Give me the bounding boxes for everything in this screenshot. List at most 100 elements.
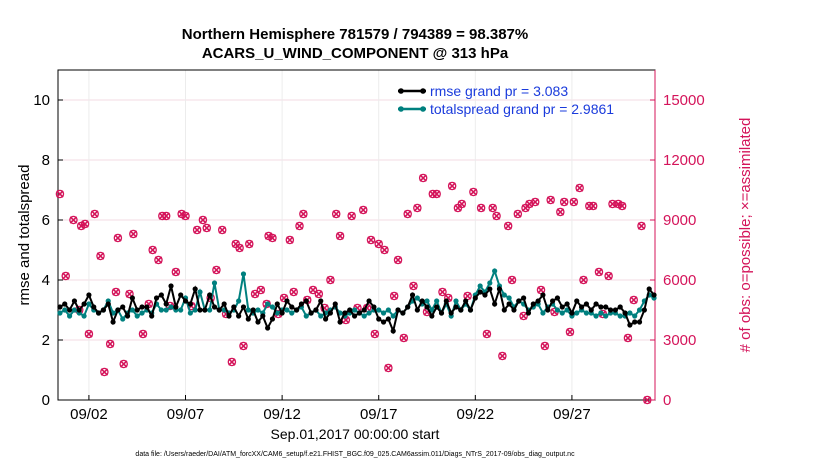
rmse-point: [313, 307, 319, 313]
obs-possible-marker: [80, 219, 90, 229]
y-tick-label: 6: [42, 212, 50, 229]
chart-title: Northern Hemisphere 781579 / 794389 = 98…: [181, 26, 529, 43]
obs-possible-marker: [279, 293, 289, 303]
obs-assimilated-marker: [367, 236, 375, 244]
rmse-point: [216, 307, 222, 313]
obs-possible-marker: [374, 239, 383, 249]
rmse-point: [564, 301, 570, 307]
obs-assimilated-marker: [595, 268, 603, 276]
obs-assimilated-marker: [469, 188, 478, 196]
obs-assimilated-marker: [129, 230, 138, 238]
x-tick-label: 09/17: [360, 406, 398, 423]
totalspread-point: [434, 298, 440, 304]
obs-assimilated-marker: [519, 312, 528, 320]
rmse-point: [100, 307, 107, 313]
totalspread-point: [627, 310, 633, 316]
x-tick-label: 09/27: [553, 406, 591, 423]
rmse-point: [467, 307, 474, 313]
obs-possible-marker: [370, 329, 380, 339]
totalspread-point: [318, 313, 324, 319]
obs-possible-marker: [469, 187, 478, 197]
rmse-point: [385, 316, 391, 322]
obs-assimilated-marker: [514, 210, 522, 218]
obs-assimilated-marker: [172, 268, 180, 276]
rmse-point: [197, 307, 203, 313]
obs-assimilated-marker: [332, 210, 340, 218]
y-tick-label: 10: [33, 92, 50, 109]
rmse-point: [646, 286, 652, 292]
rmse-point: [81, 301, 87, 307]
x-tick-label: 09/22: [457, 406, 495, 423]
totalspread-point: [66, 313, 73, 319]
obs-possible-marker: [212, 265, 221, 275]
legend-marker: [420, 88, 426, 94]
obs-possible-marker: [138, 329, 148, 339]
rmse-point: [115, 307, 121, 313]
rmse-point: [617, 304, 623, 310]
obs-assimilated-marker: [413, 204, 422, 212]
obs-possible-marker: [245, 239, 254, 249]
rmse-point: [545, 307, 551, 313]
obs-assimilated-marker: [384, 364, 393, 372]
x-axis-label: Sep.01,2017 00:00:00 start: [270, 426, 440, 442]
obs-possible-marker: [171, 267, 181, 277]
totalspread-point: [269, 304, 276, 310]
totalspread-point: [168, 304, 174, 310]
obs-assimilated-marker: [629, 296, 638, 304]
rmse-point: [91, 304, 97, 310]
obs-assimilated-marker: [69, 216, 78, 224]
rmse-point: [390, 328, 396, 334]
obs-possible-marker: [69, 215, 78, 225]
rmse-point: [187, 301, 193, 307]
obs-possible-marker: [217, 225, 227, 235]
obs-assimilated-marker: [77, 222, 85, 230]
totalspread-point: [129, 307, 135, 313]
obs-assimilated-marker: [448, 182, 456, 190]
obs-assimilated-marker: [212, 266, 221, 274]
rmse-point: [627, 322, 633, 328]
rmse-point: [559, 304, 565, 310]
obs-possible-marker: [559, 197, 569, 207]
rmse-point: [588, 307, 594, 313]
obs-possible-marker: [447, 181, 457, 191]
rmse-point: [168, 283, 174, 289]
obs-possible-marker: [347, 211, 356, 221]
rmse-point: [530, 301, 536, 307]
y2-tick-label: 12000: [663, 152, 705, 169]
rmse-point: [636, 319, 643, 325]
rmse-point: [516, 298, 522, 304]
totalspread-point: [289, 310, 295, 316]
obs-possible-marker: [100, 367, 109, 377]
obs-assimilated-marker: [560, 198, 568, 206]
obs-assimilated-marker: [239, 342, 248, 350]
rmse-point: [255, 319, 261, 325]
rmse-point: [294, 307, 300, 313]
totalspread-point: [303, 313, 309, 319]
totalspread-point: [86, 301, 92, 307]
y2-tick-label: 9000: [663, 212, 696, 229]
obs-possible-marker: [565, 327, 575, 337]
obs-assimilated-marker: [177, 210, 186, 218]
obs-possible-marker: [418, 173, 428, 183]
legend-label: totalspread grand pr = 2.9861: [430, 101, 614, 117]
obs-possible-marker: [476, 203, 486, 213]
rmse-point: [245, 316, 251, 322]
rmse-point: [453, 304, 459, 310]
obs-assimilated-marker: [390, 292, 398, 300]
totalspread-line: [59, 268, 655, 321]
rmse-point: [482, 292, 488, 298]
rmse-point: [511, 307, 517, 313]
obs-assimilated-marker: [106, 340, 114, 348]
obs-assimilated-marker: [463, 292, 472, 300]
obs-assimilated-marker: [218, 226, 226, 234]
totalspread-point: [134, 313, 140, 319]
y-tick-label: 8: [42, 152, 50, 169]
obs-assimilated-marker: [299, 210, 308, 218]
obs-possible-marker: [295, 221, 304, 231]
totalspread-point: [163, 307, 169, 313]
obs-assimilated-marker: [90, 210, 99, 218]
obs-possible-marker: [482, 329, 492, 339]
rmse-point: [371, 304, 377, 310]
rmse-point: [173, 304, 179, 310]
rmse-point: [124, 313, 131, 319]
